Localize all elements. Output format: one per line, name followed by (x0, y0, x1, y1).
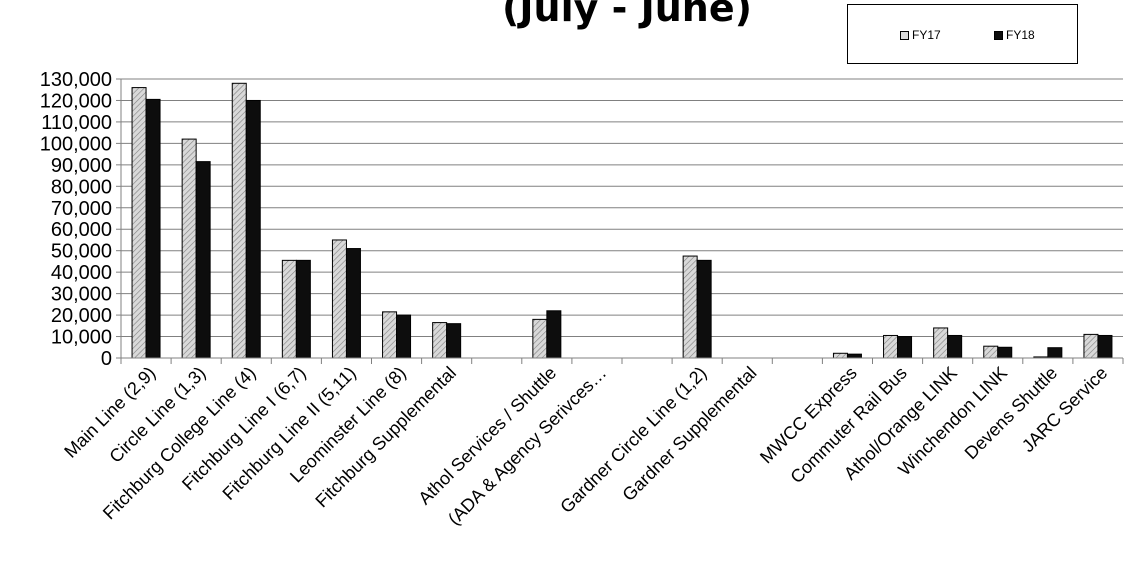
bar-fy18-18 (1047, 347, 1063, 359)
bar-fy17-4 (331, 239, 347, 359)
bar-fy17-2 (231, 82, 247, 359)
y-tick-label: 10,000 (51, 327, 112, 349)
y-tick-label: 60,000 (51, 219, 112, 241)
y-tick-label: 20,000 (51, 305, 112, 327)
y-tick-label: 130,000 (40, 69, 112, 91)
bar-fy17-3 (281, 259, 297, 359)
legend-swatch-fy18 (994, 30, 1003, 40)
y-tick-label: 90,000 (51, 155, 112, 177)
bar-fy18-15 (897, 336, 913, 359)
bar-fy17-17 (983, 345, 999, 359)
y-tick-label: 70,000 (51, 198, 112, 220)
bar-fy18-17 (997, 346, 1013, 359)
bar-fy18-5 (396, 314, 412, 359)
bar-fy18-6 (446, 323, 462, 359)
bar-fy17-16 (933, 327, 949, 359)
bar-fy17-5 (382, 311, 398, 359)
bar-fy17-15 (883, 334, 899, 359)
bar-fy18-16 (947, 334, 963, 359)
bar-fy18-14 (846, 353, 862, 359)
bar-fy18-3 (295, 259, 311, 359)
legend-swatch-fy17 (900, 30, 909, 40)
bar-fy17-8 (532, 318, 548, 359)
bar-fy17-11 (682, 255, 698, 359)
bar-fy18-4 (345, 248, 361, 359)
y-tick-label: 110,000 (41, 112, 112, 134)
y-tick-label: 50,000 (51, 241, 112, 263)
legend-item-fy17: FY17 (900, 28, 941, 42)
legend: FY17 FY18 (847, 4, 1078, 64)
bar-fy18-1 (195, 161, 211, 359)
legend-item-fy18: FY18 (994, 28, 1035, 42)
bar-fy17-0 (131, 87, 147, 359)
bar-fy18-0 (145, 98, 161, 359)
bar-fy18-11 (696, 259, 712, 359)
y-tick-label: 80,000 (51, 176, 112, 198)
bar-fy17-14 (832, 352, 848, 359)
bar-fy17-6 (432, 322, 448, 359)
y-tick-label: 30,000 (51, 284, 112, 306)
y-tick-label: 120,000 (40, 90, 112, 112)
legend-label-fy18: FY18 (1006, 28, 1035, 42)
bar-fy18-8 (546, 310, 562, 359)
y-tick-label: 0 (101, 348, 112, 370)
y-tick-label: 100,000 (40, 133, 112, 155)
legend-label-fy17: FY17 (912, 28, 941, 42)
chart-title: (July - June) (502, 0, 752, 30)
bar-fy18-19 (1097, 334, 1113, 359)
bar-fy18-2 (245, 99, 261, 359)
bar-fy17-19 (1083, 333, 1099, 359)
y-tick-label: 40,000 (51, 262, 112, 284)
bar-fy17-1 (181, 138, 197, 359)
